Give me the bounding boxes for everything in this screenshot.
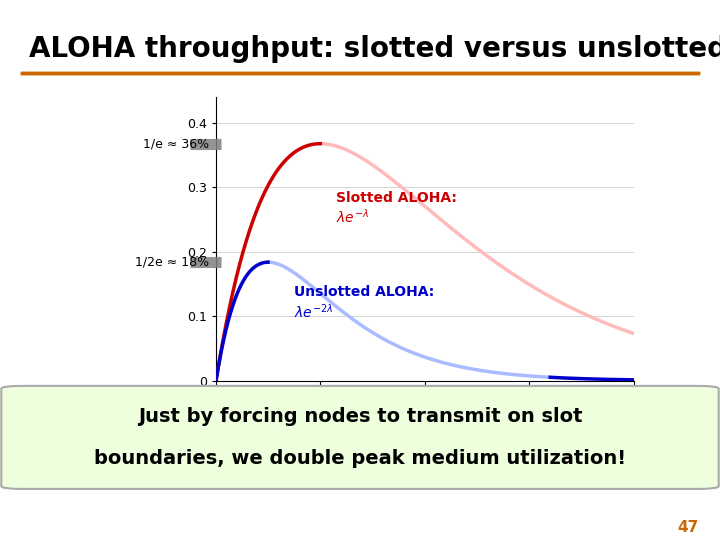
Text: 47: 47 bbox=[677, 519, 698, 535]
FancyBboxPatch shape bbox=[1, 386, 719, 489]
Text: 1/e ≈ 36%: 1/e ≈ 36% bbox=[143, 137, 209, 150]
Text: 1/2e ≈ 18%: 1/2e ≈ 18% bbox=[135, 255, 209, 269]
Text: Just by forcing nodes to transmit on slot: Just by forcing nodes to transmit on slo… bbox=[138, 407, 582, 426]
Text: Slotted ALOHA:
$\lambda e^{-\lambda}$: Slotted ALOHA: $\lambda e^{-\lambda}$ bbox=[336, 191, 457, 226]
Text: ALOHA throughput: slotted versus unslotted: ALOHA throughput: slotted versus unslott… bbox=[29, 35, 720, 63]
Text: boundaries, we double peak medium utilization!: boundaries, we double peak medium utiliz… bbox=[94, 449, 626, 468]
Text: Unslotted ALOHA:
$\lambda e^{-2\lambda}$: Unslotted ALOHA: $\lambda e^{-2\lambda}$ bbox=[294, 285, 435, 320]
